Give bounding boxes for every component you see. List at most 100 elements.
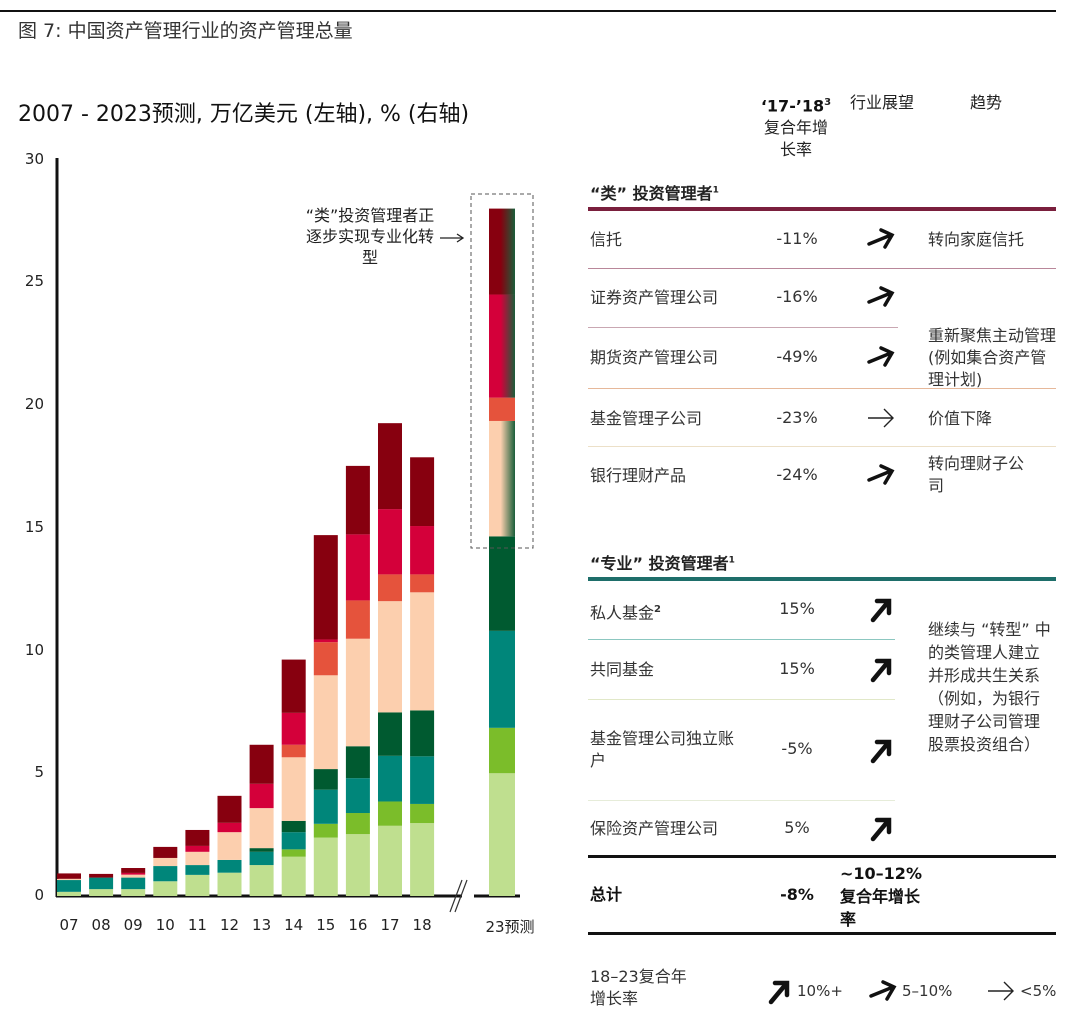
bar-segment xyxy=(217,795,242,823)
bar-segment xyxy=(281,712,306,745)
bar-segment xyxy=(313,769,338,790)
bar-segment xyxy=(185,874,210,896)
flat-arrow-icon xyxy=(988,981,1014,1001)
strong-arrow-icon xyxy=(870,817,892,842)
row-cagr: -5% xyxy=(781,739,813,758)
x-tick-label: 18 xyxy=(412,916,432,934)
bar-segment xyxy=(410,457,435,527)
bar-16 xyxy=(345,465,370,896)
row-outlook xyxy=(864,813,898,843)
bar-segment xyxy=(313,789,338,824)
row-name-text: 信托 xyxy=(590,230,623,249)
bar-segment xyxy=(89,877,114,890)
bar-segment xyxy=(489,397,515,421)
row-cagr: -24% xyxy=(776,465,818,484)
chart-title: 2007 - 2023预测, 万亿美元 (左轴), % (右轴) xyxy=(18,102,470,127)
y-tick-label: 30 xyxy=(24,149,44,168)
row-outlook xyxy=(864,403,898,433)
bar-segment xyxy=(489,536,515,631)
bar-segment xyxy=(57,891,81,896)
x-tick-label: 09 xyxy=(123,916,143,934)
row-cagr: 15% xyxy=(779,599,815,618)
x-tick-label: 10 xyxy=(155,916,175,934)
bar-segment xyxy=(121,889,146,896)
bar-07 xyxy=(57,873,81,896)
bar-segment xyxy=(378,755,402,802)
section-quasi-label: “类” 投资管理者 xyxy=(590,184,713,203)
bar-segment xyxy=(249,744,274,784)
row-trend: 转向家庭信托 xyxy=(928,230,1025,249)
row-name-text: 证券资产管理公司 xyxy=(590,288,719,307)
bar-segment xyxy=(378,601,402,713)
bar-segment xyxy=(249,865,274,896)
header-cagr-label: 复合年增长率 xyxy=(763,118,828,160)
row-outlook xyxy=(864,460,898,490)
row-divider xyxy=(588,446,1056,447)
bar-segment xyxy=(281,659,306,713)
row-outlook xyxy=(864,282,898,312)
bar-segment xyxy=(185,865,210,875)
bar-segment xyxy=(489,727,515,774)
x-tick-label: 07 xyxy=(59,916,79,934)
strong-arrow-icon xyxy=(870,658,892,683)
row-name: 银行理财产品 xyxy=(590,465,740,487)
total-rule-bottom xyxy=(588,932,1056,935)
top-rule xyxy=(0,10,1056,12)
row-cagr: 15% xyxy=(779,659,815,678)
row-name: 私人基金2 xyxy=(590,599,740,624)
bar-segment xyxy=(281,832,306,850)
row-footnote: 2 xyxy=(654,604,661,615)
quasi-shared-trend: 重新聚焦主动管理 (例如集合资产管理计划) xyxy=(928,326,1057,389)
medium-arrow-icon xyxy=(867,228,895,249)
x-tick-label: 08 xyxy=(91,916,111,934)
row-divider xyxy=(588,800,895,801)
row-cagr: -23% xyxy=(776,408,818,427)
bar-segment xyxy=(217,872,242,896)
row-name-text: 银行理财产品 xyxy=(590,466,687,485)
section-quasi-rule xyxy=(588,207,1056,211)
bar-09 xyxy=(121,868,146,896)
bar-segment xyxy=(378,423,402,510)
figure-title: 图 7: 中国资产管理行业的资产管理总量 xyxy=(18,20,353,42)
strong-arrow-icon xyxy=(870,598,892,623)
x-tick-label: 14 xyxy=(284,916,304,934)
bar-segment xyxy=(345,746,370,779)
medium-arrow-icon xyxy=(867,346,895,367)
bar-segment xyxy=(345,465,370,535)
y-tick-label: 25 xyxy=(24,272,44,291)
bar-08 xyxy=(89,873,114,896)
row-trend: 价值下降 xyxy=(928,409,993,428)
bar-segment xyxy=(121,868,146,873)
legend-item xyxy=(866,976,900,1006)
bar-segment xyxy=(217,859,242,873)
legend-label: 5–10% xyxy=(902,982,953,1000)
bar-segment xyxy=(185,829,210,846)
total-rule-top xyxy=(588,855,1056,858)
x-tick-label: 13 xyxy=(252,916,272,934)
bar-12 xyxy=(217,795,242,896)
bar-segment xyxy=(345,834,370,896)
row-outlook xyxy=(864,224,898,254)
bar-segment xyxy=(313,642,338,676)
row-divider xyxy=(588,639,895,640)
legend-title: 18–23复合年增长率 xyxy=(590,967,687,1008)
bar-segment xyxy=(378,509,402,575)
bar-segment xyxy=(281,820,306,833)
row-name: 期货资产管理公司 xyxy=(590,347,740,369)
bar-segment xyxy=(313,823,338,838)
bar-segment xyxy=(345,813,370,835)
bar-segment xyxy=(281,856,306,896)
row-cagr: -16% xyxy=(776,287,818,306)
x-tick-label: 11 xyxy=(187,916,207,934)
bar-segment xyxy=(57,878,81,881)
bar-segment xyxy=(249,783,274,809)
row-divider xyxy=(588,388,1056,389)
medium-arrow-icon xyxy=(867,286,895,307)
bar-segment xyxy=(153,846,178,858)
x-tick-label: 12 xyxy=(219,916,240,934)
bar-segment xyxy=(57,873,81,879)
bar-15 xyxy=(313,535,338,896)
row-name-text: 保险资产管理公司 xyxy=(590,819,719,838)
header-trend: 趋势 xyxy=(970,93,1003,112)
